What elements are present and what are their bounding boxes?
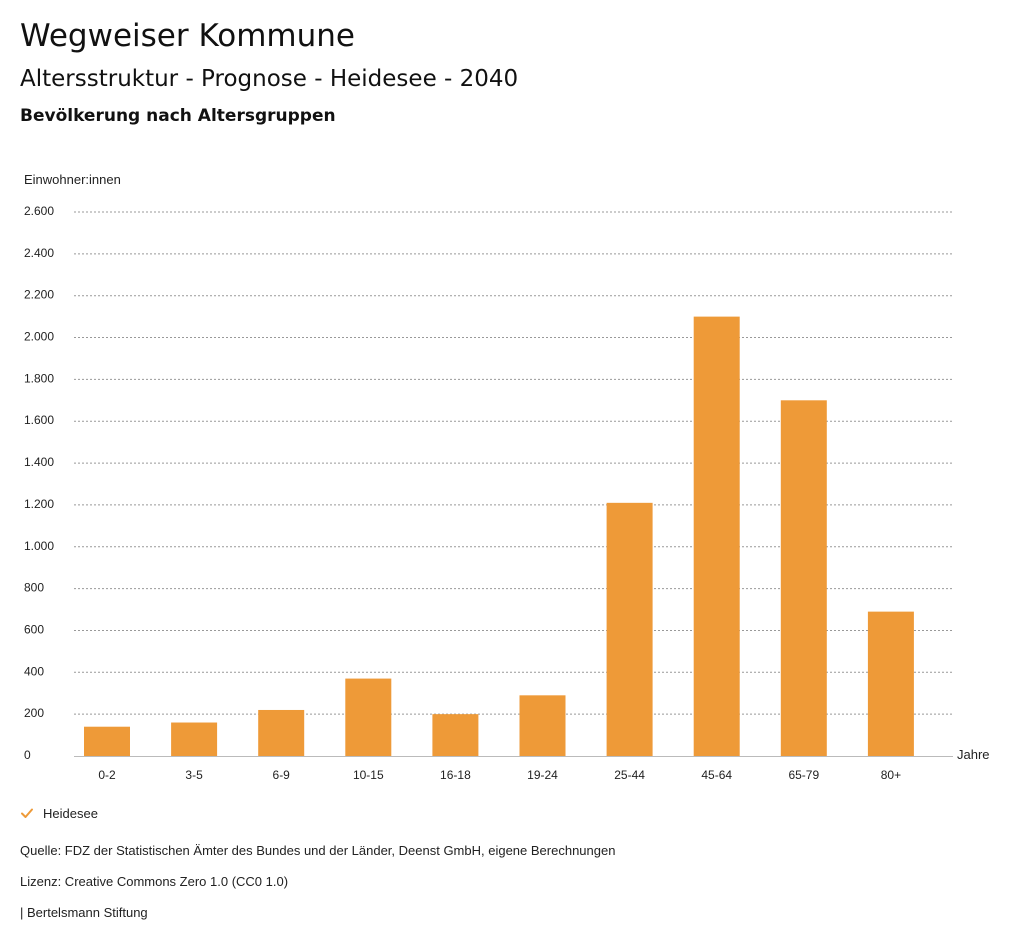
check-icon[interactable]: [20, 806, 34, 820]
x-tick-label: 80+: [881, 768, 901, 782]
x-tick-label: 0-2: [98, 768, 116, 782]
bar-16-18[interactable]: [432, 714, 479, 756]
y-tick-label: 200: [24, 706, 44, 720]
license-note: Lizenz: Creative Commons Zero 1.0 (CC0 1…: [20, 874, 289, 889]
y-tick-label: 1.600: [24, 413, 54, 427]
x-tick-label: 10-15: [353, 768, 384, 782]
y-tick-label: 2.600: [24, 204, 54, 218]
y-tick-label: 600: [24, 622, 44, 636]
y-tick-label: 400: [24, 664, 44, 678]
x-tick-label: 65-79: [788, 768, 819, 782]
bar-10-15[interactable]: [345, 678, 392, 756]
x-tick-label: 6-9: [273, 768, 291, 782]
page-subtitle: Altersstruktur - Prognose - Heidesee - 2…: [20, 66, 519, 92]
bar-chart: 0 200 400 600 800 1.000 1.200 1.400 1.600 1.800 2.…: [24, 172, 990, 782]
bar-19-24[interactable]: [519, 695, 566, 756]
y-tick-label: 0: [24, 748, 31, 762]
x-tick-label: 25-44: [614, 768, 645, 782]
x-tick-label: 45-64: [701, 768, 732, 782]
y-tick-label: 2.200: [24, 288, 54, 302]
bar-3-5[interactable]: [171, 722, 218, 756]
y-tick-label: 1.400: [24, 455, 54, 469]
source-note: Quelle: FDZ der Statistischen Ämter des …: [20, 843, 616, 858]
bar-0-2[interactable]: [84, 726, 130, 756]
y-tick-label: 2.000: [24, 330, 54, 344]
legend-label-heidesee[interactable]: Heidesee: [43, 805, 98, 821]
bar-65-79[interactable]: [780, 400, 827, 756]
x-tick-label: 19-24: [527, 768, 558, 782]
y-tick-label: 1.200: [24, 497, 54, 511]
page-title: Wegweiser Kommune: [20, 18, 355, 54]
brand-note: | Bertelsmann Stiftung: [20, 905, 148, 920]
y-tick-label: 1.000: [24, 539, 54, 553]
x-axis-label: Jahre: [957, 747, 990, 762]
y-tick-label: 2.400: [24, 246, 54, 260]
legend[interactable]: Heidesee: [20, 802, 98, 824]
bar-6-9[interactable]: [258, 709, 305, 756]
x-axis-ticks: 0-2 3-5 6-9 10-15 16-18 19-24 25-44 45-64 65-79 8…: [98, 768, 901, 782]
bar-80+[interactable]: [867, 611, 914, 756]
bar-25-44[interactable]: [606, 502, 653, 756]
y-tick-label: 800: [24, 581, 44, 595]
x-tick-label: 3-5: [185, 768, 203, 782]
bar-45-64[interactable]: [693, 316, 740, 756]
bars: [84, 316, 914, 756]
y-axis-ticks: 0 200 400 600 800 1.000 1.200 1.400 1.600 1.800 2.…: [24, 204, 54, 762]
chart-heading: Bevölkerung nach Altersgruppen: [20, 106, 336, 126]
x-tick-label: 16-18: [440, 768, 471, 782]
y-axis-label: Einwohner:innen: [24, 172, 121, 187]
y-tick-label: 1.800: [24, 371, 54, 385]
